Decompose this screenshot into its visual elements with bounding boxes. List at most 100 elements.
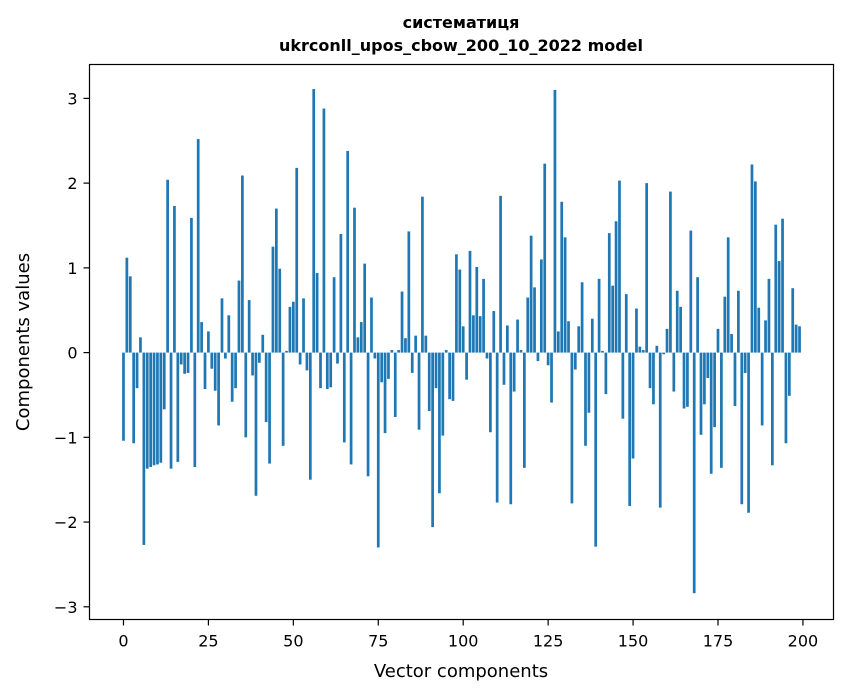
bar-component-163	[675, 290, 679, 353]
bar-component-100	[461, 326, 465, 353]
bar-component-8	[149, 352, 153, 467]
x-axis-ticks: 0 25 50 75 100 125 150 175 200	[118, 619, 818, 651]
bar-component-35	[241, 175, 244, 353]
bar-component-172	[706, 352, 710, 379]
bar-component-34	[237, 280, 241, 353]
bar-component-91	[431, 352, 434, 528]
bar-component-124	[543, 163, 547, 353]
bar-component-134	[577, 326, 581, 353]
x-tick-label: 0	[118, 632, 128, 651]
bar-component-72	[366, 352, 370, 477]
bar-component-59	[322, 108, 326, 353]
y-tick-label: 3	[67, 89, 77, 108]
bar-component-47	[281, 352, 285, 446]
chart-title: систематиця	[403, 13, 520, 32]
bar-component-43	[268, 352, 271, 464]
bar-component-171	[703, 352, 706, 405]
bar-component-164	[679, 306, 682, 353]
bar-component-66	[346, 150, 350, 353]
bar-component-15	[173, 206, 176, 353]
bar-component-137	[587, 352, 591, 413]
bar-component-67	[349, 352, 353, 465]
bar-component-101	[465, 352, 468, 380]
bar-component-166	[686, 352, 689, 407]
bar-component-46	[278, 268, 282, 353]
bar-component-121	[533, 287, 536, 353]
bar-component-68	[353, 207, 356, 353]
y-tick-label: −3	[54, 598, 78, 617]
bar-component-51	[295, 167, 299, 353]
bar-component-0	[122, 352, 125, 441]
bar-component-24	[203, 352, 207, 390]
bar-component-83	[404, 338, 407, 353]
bar-component-162	[672, 352, 676, 392]
x-tick-label: 100	[448, 632, 479, 651]
bar-component-130	[563, 237, 567, 353]
bar-component-69	[356, 337, 360, 353]
bar-component-152	[638, 346, 642, 353]
bar-component-56	[312, 89, 316, 353]
bar-component-181	[737, 290, 740, 353]
bar-component-95	[444, 350, 448, 353]
bar-component-106	[482, 278, 485, 353]
x-tick-label: 25	[198, 632, 218, 651]
bar-component-127	[553, 89, 557, 353]
bar-component-19	[186, 352, 190, 373]
bar-component-76	[380, 352, 384, 383]
bar-component-113	[506, 325, 509, 353]
bar-component-99	[458, 269, 462, 353]
bar-component-182	[740, 352, 744, 505]
bar-component-7	[145, 352, 149, 469]
bar-component-188	[760, 352, 764, 426]
bar-component-179	[730, 333, 733, 353]
bar-component-125	[546, 352, 550, 366]
x-tick-label: 125	[533, 632, 564, 651]
bar-component-159	[662, 352, 665, 355]
bar-component-52	[298, 352, 302, 365]
bar-component-55	[308, 352, 312, 480]
bar-component-173	[709, 352, 713, 474]
bar-component-149	[628, 352, 632, 506]
bar-component-176	[720, 352, 723, 468]
bar-component-175	[716, 328, 720, 353]
bar-component-141	[601, 350, 604, 353]
bar-component-153	[641, 350, 645, 353]
bar-component-148	[624, 294, 628, 353]
bar-component-29	[220, 298, 224, 353]
bar-component-189	[764, 320, 767, 353]
bar-component-150	[631, 352, 635, 459]
bar-component-133	[573, 352, 577, 370]
bar-component-77	[383, 352, 387, 434]
bar-component-22	[196, 139, 200, 353]
bar-component-115	[512, 352, 516, 392]
bar-component-28	[217, 352, 220, 426]
bar-component-116	[516, 319, 519, 353]
bar-component-93	[438, 352, 441, 494]
bar-component-79	[390, 350, 394, 353]
bar-component-128	[556, 331, 560, 353]
bar-component-107	[485, 352, 489, 359]
bar-component-118	[522, 352, 526, 468]
bar-component-120	[529, 235, 533, 353]
bar-component-195	[784, 352, 788, 444]
bar-component-167	[689, 230, 693, 353]
bar-component-143	[607, 233, 611, 353]
bar-component-1	[125, 257, 129, 353]
bar-component-60	[325, 352, 329, 390]
bar-component-75	[376, 352, 380, 548]
y-tick-label: 0	[67, 344, 77, 363]
plot-frame	[88, 63, 835, 621]
bar-component-114	[509, 352, 513, 505]
bar-component-105	[478, 316, 482, 353]
bar-component-169	[696, 277, 699, 353]
bar-component-57	[315, 272, 319, 353]
y-tick-label: 2	[67, 174, 77, 193]
bar-component-129	[560, 201, 564, 353]
bar-component-85	[410, 352, 414, 373]
bar-component-174	[713, 352, 716, 428]
bar-component-27	[213, 352, 217, 391]
bar-component-123	[539, 259, 543, 353]
bar-component-84	[407, 231, 411, 353]
bar-component-199	[798, 326, 801, 353]
bar-component-196	[787, 352, 791, 396]
